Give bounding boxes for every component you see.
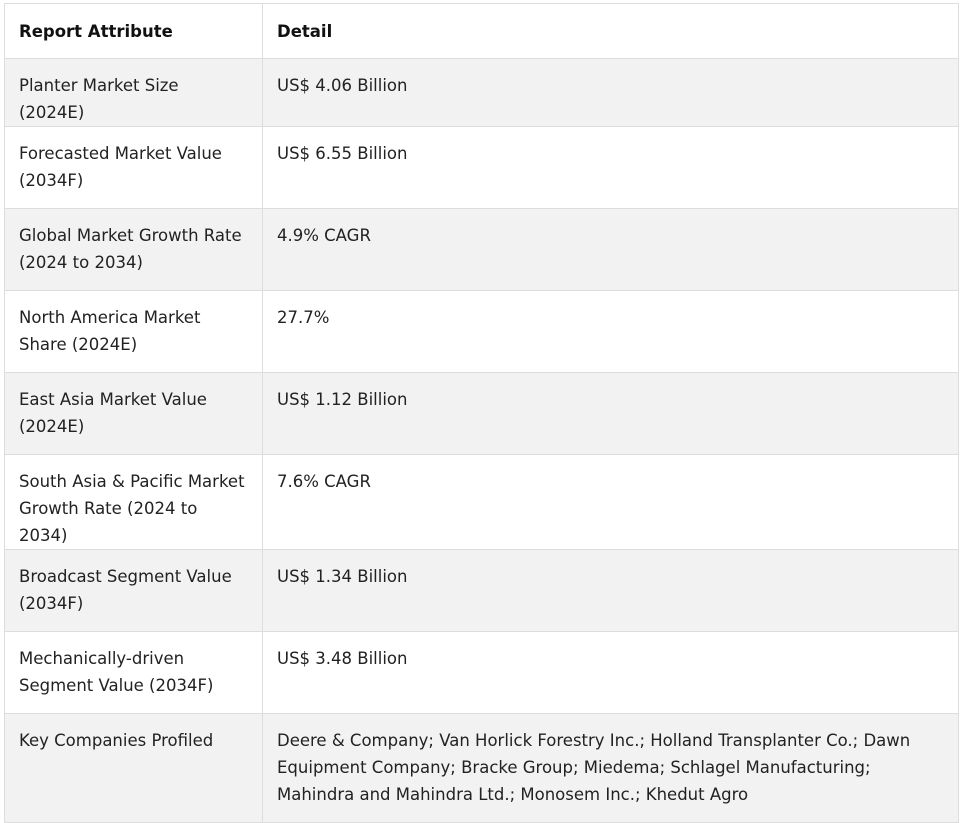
table-row: Global Market Growth Rate (2024 to 2034)… <box>4 208 959 291</box>
detail-cell: US$ 1.12 Billion <box>262 372 959 455</box>
table-row: North America Market Share (2024E) 27.7% <box>4 290 959 373</box>
header-report-attribute: Report Attribute <box>4 3 263 59</box>
attribute-cell: Forecasted Market Value (2034F) <box>4 126 263 209</box>
attribute-cell: Global Market Growth Rate (2024 to 2034) <box>4 208 263 291</box>
table-row: Planter Market Size (2024E) US$ 4.06 Bil… <box>4 58 959 127</box>
detail-cell: 7.6% CAGR <box>262 454 959 550</box>
detail-cell: 27.7% <box>262 290 959 373</box>
detail-cell: US$ 3.48 Billion <box>262 631 959 714</box>
report-attributes-table: Report Attribute Detail Planter Market S… <box>4 3 959 823</box>
table-row: East Asia Market Value (2024E) US$ 1.12 … <box>4 372 959 455</box>
detail-cell: US$ 4.06 Billion <box>262 58 959 127</box>
attribute-cell: Key Companies Profiled <box>4 713 263 823</box>
detail-cell: US$ 1.34 Billion <box>262 549 959 632</box>
table-header-row: Report Attribute Detail <box>4 3 959 59</box>
detail-cell: US$ 6.55 Billion <box>262 126 959 209</box>
attribute-cell: Broadcast Segment Value (2034F) <box>4 549 263 632</box>
attribute-cell: North America Market Share (2024E) <box>4 290 263 373</box>
detail-cell: 4.9% CAGR <box>262 208 959 291</box>
header-detail: Detail <box>262 3 959 59</box>
attribute-cell: South Asia & Pacific Market Growth Rate … <box>4 454 263 550</box>
detail-cell: Deere & Company; Van Horlick Forestry In… <box>262 713 959 823</box>
table-row: Key Companies Profiled Deere & Company; … <box>4 713 959 823</box>
table-row: South Asia & Pacific Market Growth Rate … <box>4 454 959 550</box>
attribute-cell: East Asia Market Value (2024E) <box>4 372 263 455</box>
attribute-cell: Planter Market Size (2024E) <box>4 58 263 127</box>
table-row: Forecasted Market Value (2034F) US$ 6.55… <box>4 126 959 209</box>
table-row: Broadcast Segment Value (2034F) US$ 1.34… <box>4 549 959 632</box>
table-row: Mechanically-driven Segment Value (2034F… <box>4 631 959 714</box>
attribute-cell: Mechanically-driven Segment Value (2034F… <box>4 631 263 714</box>
